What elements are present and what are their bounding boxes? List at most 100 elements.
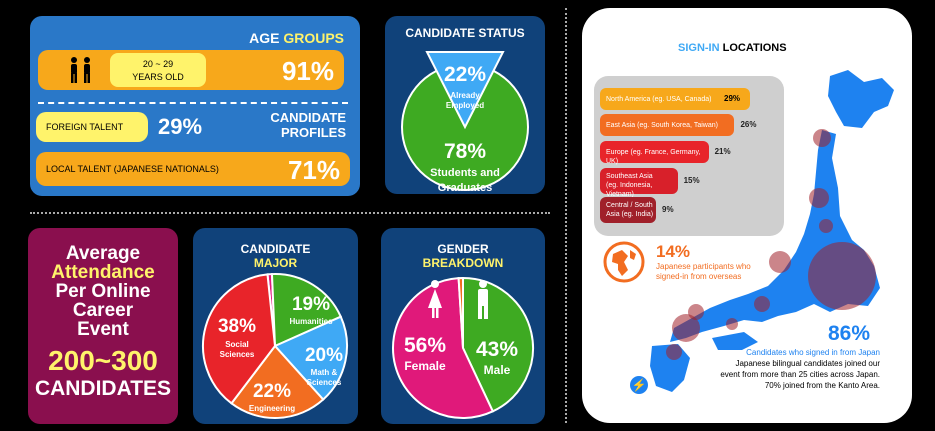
- local-bar: LOCAL TALENT (JAPANESE NATIONALS) 71%: [36, 152, 350, 186]
- gender-pie: 56% Female 43% Male: [392, 276, 534, 419]
- status-panel: CANDIDATE STATUS 22% Already Employed 78…: [385, 16, 545, 194]
- local-pct: 71%: [287, 155, 340, 185]
- major-title-2: MAJOR: [253, 256, 298, 270]
- region-name: Central / South: [606, 202, 653, 209]
- region-bar: Central / South Asia (eg. India): [600, 197, 656, 223]
- status-stu-l1: Students and: [430, 167, 500, 179]
- foreign-pct: 29%: [158, 114, 203, 139]
- attendance-l2: Attendance: [51, 262, 155, 283]
- region-bar: Southeast Asia (eg. Indonesia, Vietnam): [600, 168, 678, 198]
- age-title: AGE GROUPS: [249, 30, 344, 46]
- divider-vertical: [565, 8, 567, 423]
- age-range: 20 ~ 29: [142, 59, 174, 69]
- status-stu-pct: 78%: [444, 140, 486, 163]
- attendance-l5: Event: [77, 319, 129, 340]
- region-pct: 21%: [714, 147, 731, 156]
- lightning-logo: ⚡: [630, 376, 648, 394]
- region-pct: 9%: [662, 205, 674, 214]
- gender-other-slice: [457, 276, 464, 349]
- profiles-title-2: PROFILES: [280, 125, 346, 140]
- status-emp-l2: Employed: [446, 101, 484, 110]
- major-eng-pct: 22%: [253, 381, 291, 402]
- gender-male-label: Male: [484, 363, 511, 377]
- status-stu-l2: Graduates: [438, 182, 492, 194]
- shikoku-shape: [712, 332, 758, 350]
- signin-panel: SIGN-IN LOCATIONS North America (eg. USA…: [582, 8, 912, 423]
- major-math-l2: Sciences: [307, 378, 342, 387]
- major-soc-l1: Social: [225, 340, 249, 349]
- major-social-slice: [202, 273, 277, 405]
- major-hum-l1: Humanities: [289, 317, 333, 326]
- signin-title: SIGN-IN LOCATIONS: [678, 42, 787, 54]
- region-bar: North America (eg. USA, Canada): [600, 88, 750, 110]
- major-panel: CANDIDATE MAJOR 38% Social Sciences 19% …: [193, 228, 358, 424]
- attendance-l3: Per Online: [55, 281, 151, 302]
- major-hum-pct: 19%: [292, 294, 330, 315]
- region-name: Europe (eg. France, Germany, UK): [606, 149, 701, 165]
- major-math-pct: 20%: [305, 345, 343, 366]
- attendance-unit: CANDIDATES: [34, 377, 172, 400]
- attendance-num: 200~300: [48, 345, 158, 376]
- japan-pct: 86%: [828, 322, 871, 345]
- profiles-title: CANDIDATE PROFILES: [270, 110, 346, 140]
- status-emp-l1: Already: [450, 91, 480, 100]
- age-range-box: 20 ~ 29 YEARS OLD: [110, 53, 206, 87]
- japan-l4: 70% joined from the Kanto Area.: [764, 381, 880, 390]
- major-eng-l1: Engineering: [249, 404, 295, 413]
- major-title-1: CANDIDATE: [240, 242, 311, 256]
- region-bar: Europe (eg. France, Germany, UK): [600, 141, 709, 165]
- couple-icon: [66, 57, 96, 88]
- major-humanities-slice: [270, 273, 343, 348]
- region-pct: 26%: [740, 120, 757, 129]
- age-profiles-panel: AGE GROUPS 20 ~ 29 YEARS OLD 91% CANDIDA…: [30, 16, 360, 196]
- gender-male-pct: 43%: [476, 338, 518, 361]
- gender-female-slice: [392, 277, 495, 419]
- gender-fem-pct: 56%: [404, 334, 446, 357]
- globe-icon: [602, 240, 646, 289]
- status-emp-pct: 22%: [444, 63, 486, 86]
- region-name: East Asia (eg. South Korea, Taiwan): [606, 122, 718, 129]
- foreign-bar: FOREIGN TALENT: [36, 112, 148, 142]
- age-range-unit: YEARS OLD: [132, 72, 184, 82]
- age-pct: 91%: [281, 56, 334, 86]
- region-pct: 29%: [724, 94, 741, 103]
- major-engineering-slice: [230, 344, 325, 419]
- attendance-panel: Average Attendance Per Online Career Eve…: [28, 228, 178, 424]
- region-name-2: (eg. Indonesia, Vietnam): [606, 182, 653, 198]
- major-soc-l2: Sciences: [220, 350, 255, 359]
- region-name: North America (eg. USA, Canada): [606, 96, 712, 103]
- gender-title-1: GENDER: [437, 242, 489, 256]
- gender-title-2: BREAKDOWN: [422, 256, 504, 270]
- overseas-pct: 14%: [656, 242, 691, 261]
- hokkaido-shape: [828, 70, 894, 128]
- region-name: Southeast Asia: [606, 173, 653, 180]
- gender-panel: GENDER BREAKDOWN 56% Female 43% Male: [381, 228, 545, 424]
- profiles-title-1: CANDIDATE: [270, 110, 346, 125]
- attendance-l1: Average: [65, 243, 141, 264]
- divider-horizontal: [30, 212, 550, 214]
- status-employed-slice: [425, 51, 505, 130]
- age-divider: [38, 102, 348, 104]
- status-pie: 22% Already Employed 78% Students and Gr…: [401, 51, 529, 194]
- major-math-slice: [273, 315, 348, 401]
- major-math-l1: Math &: [311, 368, 338, 377]
- major-pie: 38% Social Sciences 19% Humanities 20% M…: [202, 273, 348, 419]
- local-label: LOCAL TALENT (JAPANESE NATIONALS): [46, 164, 219, 174]
- female-icon: [428, 280, 442, 318]
- japan-l1: Candidates who signed in from Japan: [746, 348, 880, 357]
- region-name-2: Asia (eg. India): [606, 211, 654, 218]
- gender-fem-label: Female: [404, 359, 446, 373]
- japan-l2: Japanese bilingual candidates joined our: [735, 359, 880, 368]
- japan-l3: event from more than 25 cities across Ja…: [720, 370, 880, 379]
- status-title: CANDIDATE STATUS: [405, 26, 525, 40]
- region-bar: East Asia (eg. South Korea, Taiwan): [600, 114, 735, 136]
- major-soc-pct: 38%: [218, 316, 256, 337]
- overseas-l2: signed-in from overseas: [656, 272, 742, 281]
- male-icon: [478, 280, 488, 319]
- overseas-l1: Japanese participants who: [656, 262, 751, 271]
- japan-map: [650, 70, 894, 392]
- city-circles: [666, 129, 876, 360]
- age-bar: 20 ~ 29 YEARS OLD 91%: [38, 50, 344, 90]
- attendance-l4: Career: [72, 300, 134, 321]
- region-pct: 15%: [683, 176, 700, 185]
